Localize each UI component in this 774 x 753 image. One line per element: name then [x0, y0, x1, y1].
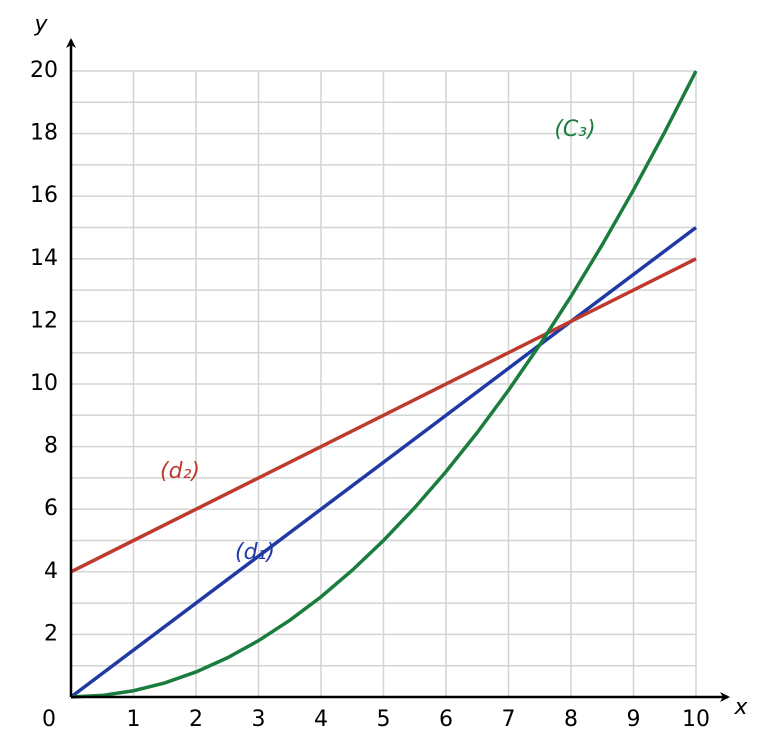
y-tick-label: 18: [30, 121, 58, 146]
series-line: [70, 257, 697, 574]
series-line: [69, 226, 698, 699]
series-label: (C₃): [554, 117, 595, 142]
y-tick-label: 4: [44, 559, 58, 584]
x-tick-label: 7: [502, 707, 516, 732]
grid: [71, 70, 697, 697]
series-label: (d₁): [235, 540, 275, 565]
x-tick-label: 2: [189, 707, 203, 732]
x-tick-label: 3: [252, 707, 266, 732]
x-tick-label: 4: [314, 707, 328, 732]
y-tick-label: 12: [30, 308, 58, 333]
y-tick-label: 6: [44, 496, 58, 521]
series-line: [70, 70, 698, 699]
y-axis-label: y: [33, 12, 48, 37]
x-axis-label: x: [733, 695, 748, 720]
y-tick-label: 10: [30, 371, 58, 396]
y-tick-label: 16: [30, 183, 58, 208]
x-tick-label: 9: [627, 707, 641, 732]
x-tick-label: 5: [377, 707, 391, 732]
plot-area: [69, 70, 698, 699]
x-tick-label: 6: [439, 707, 453, 732]
series-label: (d₂): [160, 459, 200, 484]
y-tick-label: 14: [30, 246, 58, 271]
x-tick-label: 0: [42, 707, 56, 732]
x-tick-label: 10: [682, 707, 710, 732]
y-tick-label: 8: [44, 434, 58, 459]
y-tick-label: 20: [30, 58, 58, 83]
y-tick-label: 2: [44, 621, 58, 646]
x-tick-label: 8: [564, 707, 578, 732]
x-tick-label: 1: [127, 707, 141, 732]
